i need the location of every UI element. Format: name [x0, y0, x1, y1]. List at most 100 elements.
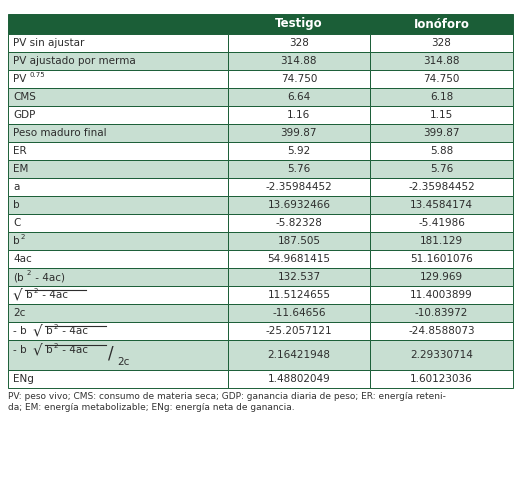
Text: -5.41986: -5.41986	[418, 218, 465, 228]
Text: 187.505: 187.505	[277, 236, 320, 246]
Text: 6.18: 6.18	[430, 92, 453, 102]
Text: -10.83972: -10.83972	[415, 308, 468, 318]
Bar	[228, 106, 370, 124]
Text: b: b	[46, 344, 53, 355]
Bar	[8, 70, 228, 88]
Text: √: √	[33, 342, 43, 357]
Text: (b: (b	[13, 272, 23, 282]
Bar	[228, 70, 370, 88]
Bar	[8, 304, 228, 322]
Bar	[370, 286, 513, 304]
Bar	[370, 250, 513, 268]
Text: 2c: 2c	[117, 357, 129, 367]
Text: 5.76: 5.76	[430, 164, 453, 174]
Bar	[370, 232, 513, 250]
Bar	[228, 232, 370, 250]
Text: 13.6932466: 13.6932466	[267, 200, 330, 210]
Text: Ionóforo: Ionóforo	[414, 18, 469, 30]
Bar	[228, 88, 370, 106]
Bar	[370, 88, 513, 106]
Text: 51.1601076: 51.1601076	[410, 254, 473, 264]
Bar	[228, 34, 370, 52]
Text: 6.64: 6.64	[287, 92, 311, 102]
Bar	[228, 268, 370, 286]
Text: CMS: CMS	[13, 92, 36, 102]
Text: 129.969: 129.969	[420, 272, 463, 282]
Text: 54.9681415: 54.9681415	[267, 254, 330, 264]
Text: /: /	[108, 344, 114, 363]
Text: b: b	[13, 200, 20, 210]
Text: - b: - b	[13, 344, 27, 355]
Text: b: b	[13, 236, 20, 246]
Text: 328: 328	[431, 38, 452, 48]
Text: 314.88: 314.88	[423, 56, 460, 66]
Text: 2: 2	[21, 234, 26, 240]
Text: Testigo: Testigo	[275, 18, 322, 30]
Text: -24.8588073: -24.8588073	[408, 326, 475, 336]
Text: √: √	[33, 323, 43, 339]
Bar	[228, 196, 370, 214]
Bar	[228, 322, 370, 340]
Bar	[370, 370, 513, 388]
Bar	[8, 142, 228, 160]
Bar	[228, 214, 370, 232]
Bar	[370, 70, 513, 88]
Text: 1.15: 1.15	[430, 110, 453, 120]
Text: 314.88: 314.88	[281, 56, 317, 66]
Text: 0.75: 0.75	[29, 72, 45, 78]
Bar	[8, 268, 228, 286]
Bar	[370, 322, 513, 340]
Bar	[8, 124, 228, 142]
Bar	[228, 304, 370, 322]
Text: PV ajustado por merma: PV ajustado por merma	[13, 56, 136, 66]
Bar	[228, 160, 370, 178]
Bar	[8, 232, 228, 250]
Text: 2: 2	[54, 324, 58, 330]
Text: PV: PV	[13, 74, 27, 84]
Text: 2c: 2c	[13, 308, 26, 318]
Text: 2: 2	[34, 288, 39, 294]
Bar	[8, 106, 228, 124]
Text: b: b	[46, 326, 53, 336]
Bar	[8, 178, 228, 196]
Bar	[370, 178, 513, 196]
Text: 1.60123036: 1.60123036	[410, 374, 473, 384]
Text: GDP: GDP	[13, 110, 35, 120]
Text: 2.29330714: 2.29330714	[410, 350, 473, 360]
Text: EM: EM	[13, 164, 28, 174]
Text: PV sin ajustar: PV sin ajustar	[13, 38, 84, 48]
Bar	[370, 52, 513, 70]
Text: Peso maduro final: Peso maduro final	[13, 128, 107, 138]
Bar	[370, 268, 513, 286]
Text: 11.4003899: 11.4003899	[410, 290, 473, 300]
Bar	[228, 340, 370, 370]
Bar	[8, 250, 228, 268]
Bar	[8, 196, 228, 214]
Bar	[228, 286, 370, 304]
Text: a: a	[13, 182, 19, 192]
Text: 181.129: 181.129	[420, 236, 463, 246]
Text: PV: peso vivo; CMS: consumo de materia seca; GDP: ganancia diaria de peso; ER: e: PV: peso vivo; CMS: consumo de materia s…	[8, 392, 446, 400]
Text: - 4ac): - 4ac)	[32, 272, 65, 282]
Bar	[370, 34, 513, 52]
Bar	[228, 178, 370, 196]
Text: √: √	[13, 288, 23, 302]
Bar	[8, 214, 228, 232]
Text: 2.16421948: 2.16421948	[267, 350, 330, 360]
Text: - b: - b	[13, 326, 27, 336]
Bar	[228, 52, 370, 70]
Bar	[370, 214, 513, 232]
Bar	[228, 370, 370, 388]
Bar	[228, 124, 370, 142]
Text: 5.88: 5.88	[430, 146, 453, 156]
Bar	[8, 322, 228, 340]
Text: 5.76: 5.76	[287, 164, 311, 174]
Bar	[370, 160, 513, 178]
Text: 5.92: 5.92	[287, 146, 311, 156]
Text: 132.537: 132.537	[277, 272, 320, 282]
Bar	[228, 14, 370, 34]
Bar	[8, 370, 228, 388]
Bar	[8, 14, 228, 34]
Text: 4ac: 4ac	[13, 254, 32, 264]
Bar	[8, 34, 228, 52]
